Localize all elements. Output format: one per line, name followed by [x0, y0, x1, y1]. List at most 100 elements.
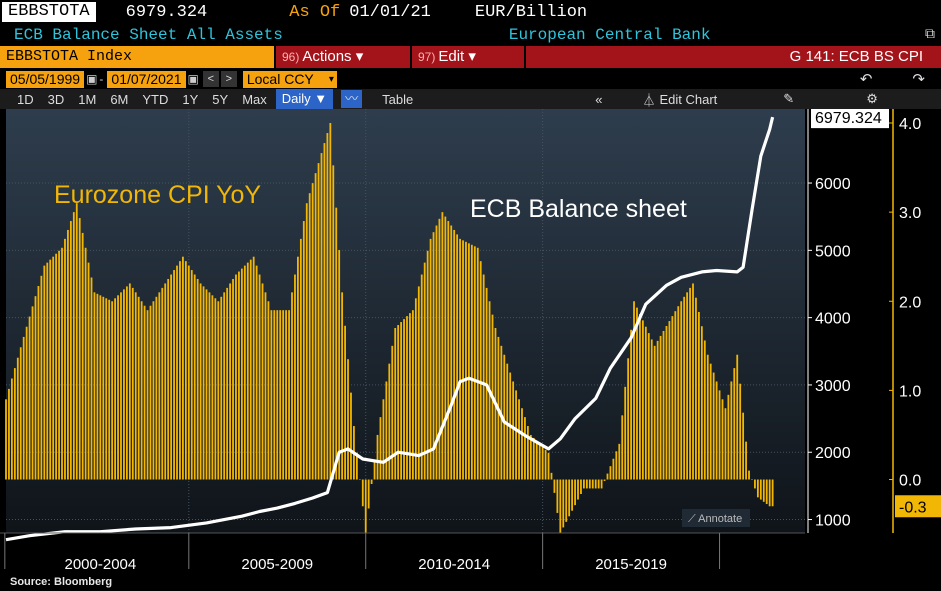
cpi-bar [64, 238, 66, 480]
x-tick-label: 2015-2019 [595, 556, 667, 573]
calendar-icon[interactable]: ▣ [86, 72, 98, 86]
cpi-bar [173, 270, 175, 480]
cpi-bar [733, 368, 736, 480]
cpi-bar [459, 238, 461, 480]
cpi-bar [22, 336, 25, 480]
cpi-bar [644, 326, 647, 480]
date-range-bar: 05/05/1999 ▣ - 01/07/2021 ▣ < > Local CC… [0, 70, 941, 88]
cpi-bar [370, 479, 373, 484]
cpi-bar [326, 133, 329, 480]
left-tick-label: 4000 [815, 311, 851, 328]
cpi-bar [521, 408, 523, 480]
period-button-1m[interactable]: 1M [78, 91, 97, 107]
cpi-bar [388, 363, 391, 480]
end-date-field[interactable]: 01/07/2021 [107, 70, 186, 88]
cpi-bar [202, 286, 205, 480]
edit-chart-button[interactable]: Edit Chart [659, 91, 718, 107]
cpi-bar [288, 310, 290, 480]
cpi-bar [588, 479, 591, 489]
cpi-bar [465, 241, 467, 480]
cpi-bar [695, 297, 697, 480]
cpi-bar [706, 354, 709, 480]
cpi-bar [591, 479, 594, 489]
index-field[interactable]: EBBSTOTA Index [0, 46, 274, 68]
cpi-bar [323, 143, 326, 480]
cpi-bar [305, 203, 308, 480]
period-button-ytd[interactable]: YTD [142, 91, 169, 107]
chevron-left-icon[interactable]: < [202, 71, 219, 87]
cpi-bar [87, 262, 90, 480]
pencil-icon[interactable]: ✎ [783, 91, 795, 106]
period-button-max[interactable]: Max [242, 91, 267, 107]
cpi-bar [453, 229, 456, 480]
cpi-bar [444, 216, 447, 480]
table-button[interactable]: Table [382, 91, 414, 107]
calendar-icon[interactable]: ▣ [187, 72, 199, 86]
cpi-bar [276, 310, 279, 480]
right-tick-label: 0.0 [899, 473, 921, 490]
cpi-bar [267, 301, 270, 480]
line-chart-icon[interactable]: 〰 [341, 90, 363, 108]
cpi-bar [75, 203, 78, 480]
period-button-1d[interactable]: 1D [17, 91, 34, 107]
period-button-6m[interactable]: 6M [110, 91, 129, 107]
cpi-bar [397, 325, 400, 480]
cpi-bar [285, 310, 288, 480]
start-date-field[interactable]: 05/05/1999 [6, 70, 85, 88]
security-header: EBBSTOTA 6979.324 As Of 01/01/21 EUR/Bil… [0, 0, 941, 24]
cpi-bar [473, 246, 476, 480]
annotate-label: ⟋ Annotate [688, 513, 742, 525]
cpi-bar [376, 434, 379, 480]
cpi-bar [243, 265, 246, 480]
annotate-button[interactable] [682, 509, 750, 527]
cpi-bar [754, 479, 756, 489]
cpi-bar [223, 292, 226, 480]
cpi-bar [13, 368, 16, 480]
cpi-bar [503, 354, 506, 480]
cpi-bar [506, 363, 509, 480]
edit-button[interactable]: 97) Edit ▾ [412, 46, 524, 68]
cpi-bar [249, 259, 252, 480]
period-button-3d[interactable]: 3D [47, 91, 65, 107]
frequency-select[interactable]: Daily ▼ [275, 89, 334, 109]
cpi-bar [46, 262, 49, 480]
currency-select[interactable]: Local CCY ▾ [242, 70, 337, 88]
cpi-bar [149, 305, 152, 480]
period-button-5y[interactable]: 5Y [212, 91, 229, 107]
right-tick-label: 4.0 [899, 116, 921, 133]
cpi-bar [639, 313, 641, 480]
cpi-bar [468, 243, 470, 480]
period-buttons: 1D 3D 1M 6M YTD 1Y 5Y Max [10, 92, 274, 107]
cpi-bar [382, 399, 385, 480]
cpi-annotation: Eurozone CPI YoY [54, 181, 261, 209]
ticker[interactable]: EBBSTOTA [2, 2, 96, 22]
redo-icon[interactable]: ↷ [912, 71, 925, 88]
period-button-1y[interactable]: 1Y [182, 91, 199, 107]
chevron-right-icon[interactable]: > [220, 71, 237, 87]
left-tick-label: 5000 [815, 243, 851, 260]
x-tick-label: 2005-2009 [241, 556, 313, 573]
cpi-bar [756, 479, 759, 498]
cpi-bar [131, 287, 134, 480]
cpi-bar [335, 207, 338, 480]
cpi-bar [179, 261, 181, 480]
collapse-icon[interactable]: « [595, 91, 603, 107]
cpi-bar [40, 275, 43, 480]
cpi-bar [358, 479, 361, 481]
cpi-bar [627, 358, 630, 480]
undo-icon[interactable]: ↶ [859, 71, 873, 88]
cpi-bar [170, 274, 173, 480]
actions-button[interactable]: 96) Actions ▾ [276, 46, 410, 68]
cpi-bar [568, 479, 571, 517]
cpi-bar [158, 292, 161, 480]
cpi-bar [302, 221, 305, 480]
cpi-bar [214, 298, 217, 480]
cpi-bar [199, 283, 202, 480]
cpi-bar [585, 479, 588, 489]
gear-icon[interactable]: ⚙ [866, 91, 878, 106]
cpi-bar [574, 479, 576, 506]
cpi-bar [615, 451, 618, 480]
popout-icon[interactable]: ⧉ [925, 27, 935, 43]
cpi-bar [403, 319, 405, 480]
cpi-bar [69, 221, 72, 480]
